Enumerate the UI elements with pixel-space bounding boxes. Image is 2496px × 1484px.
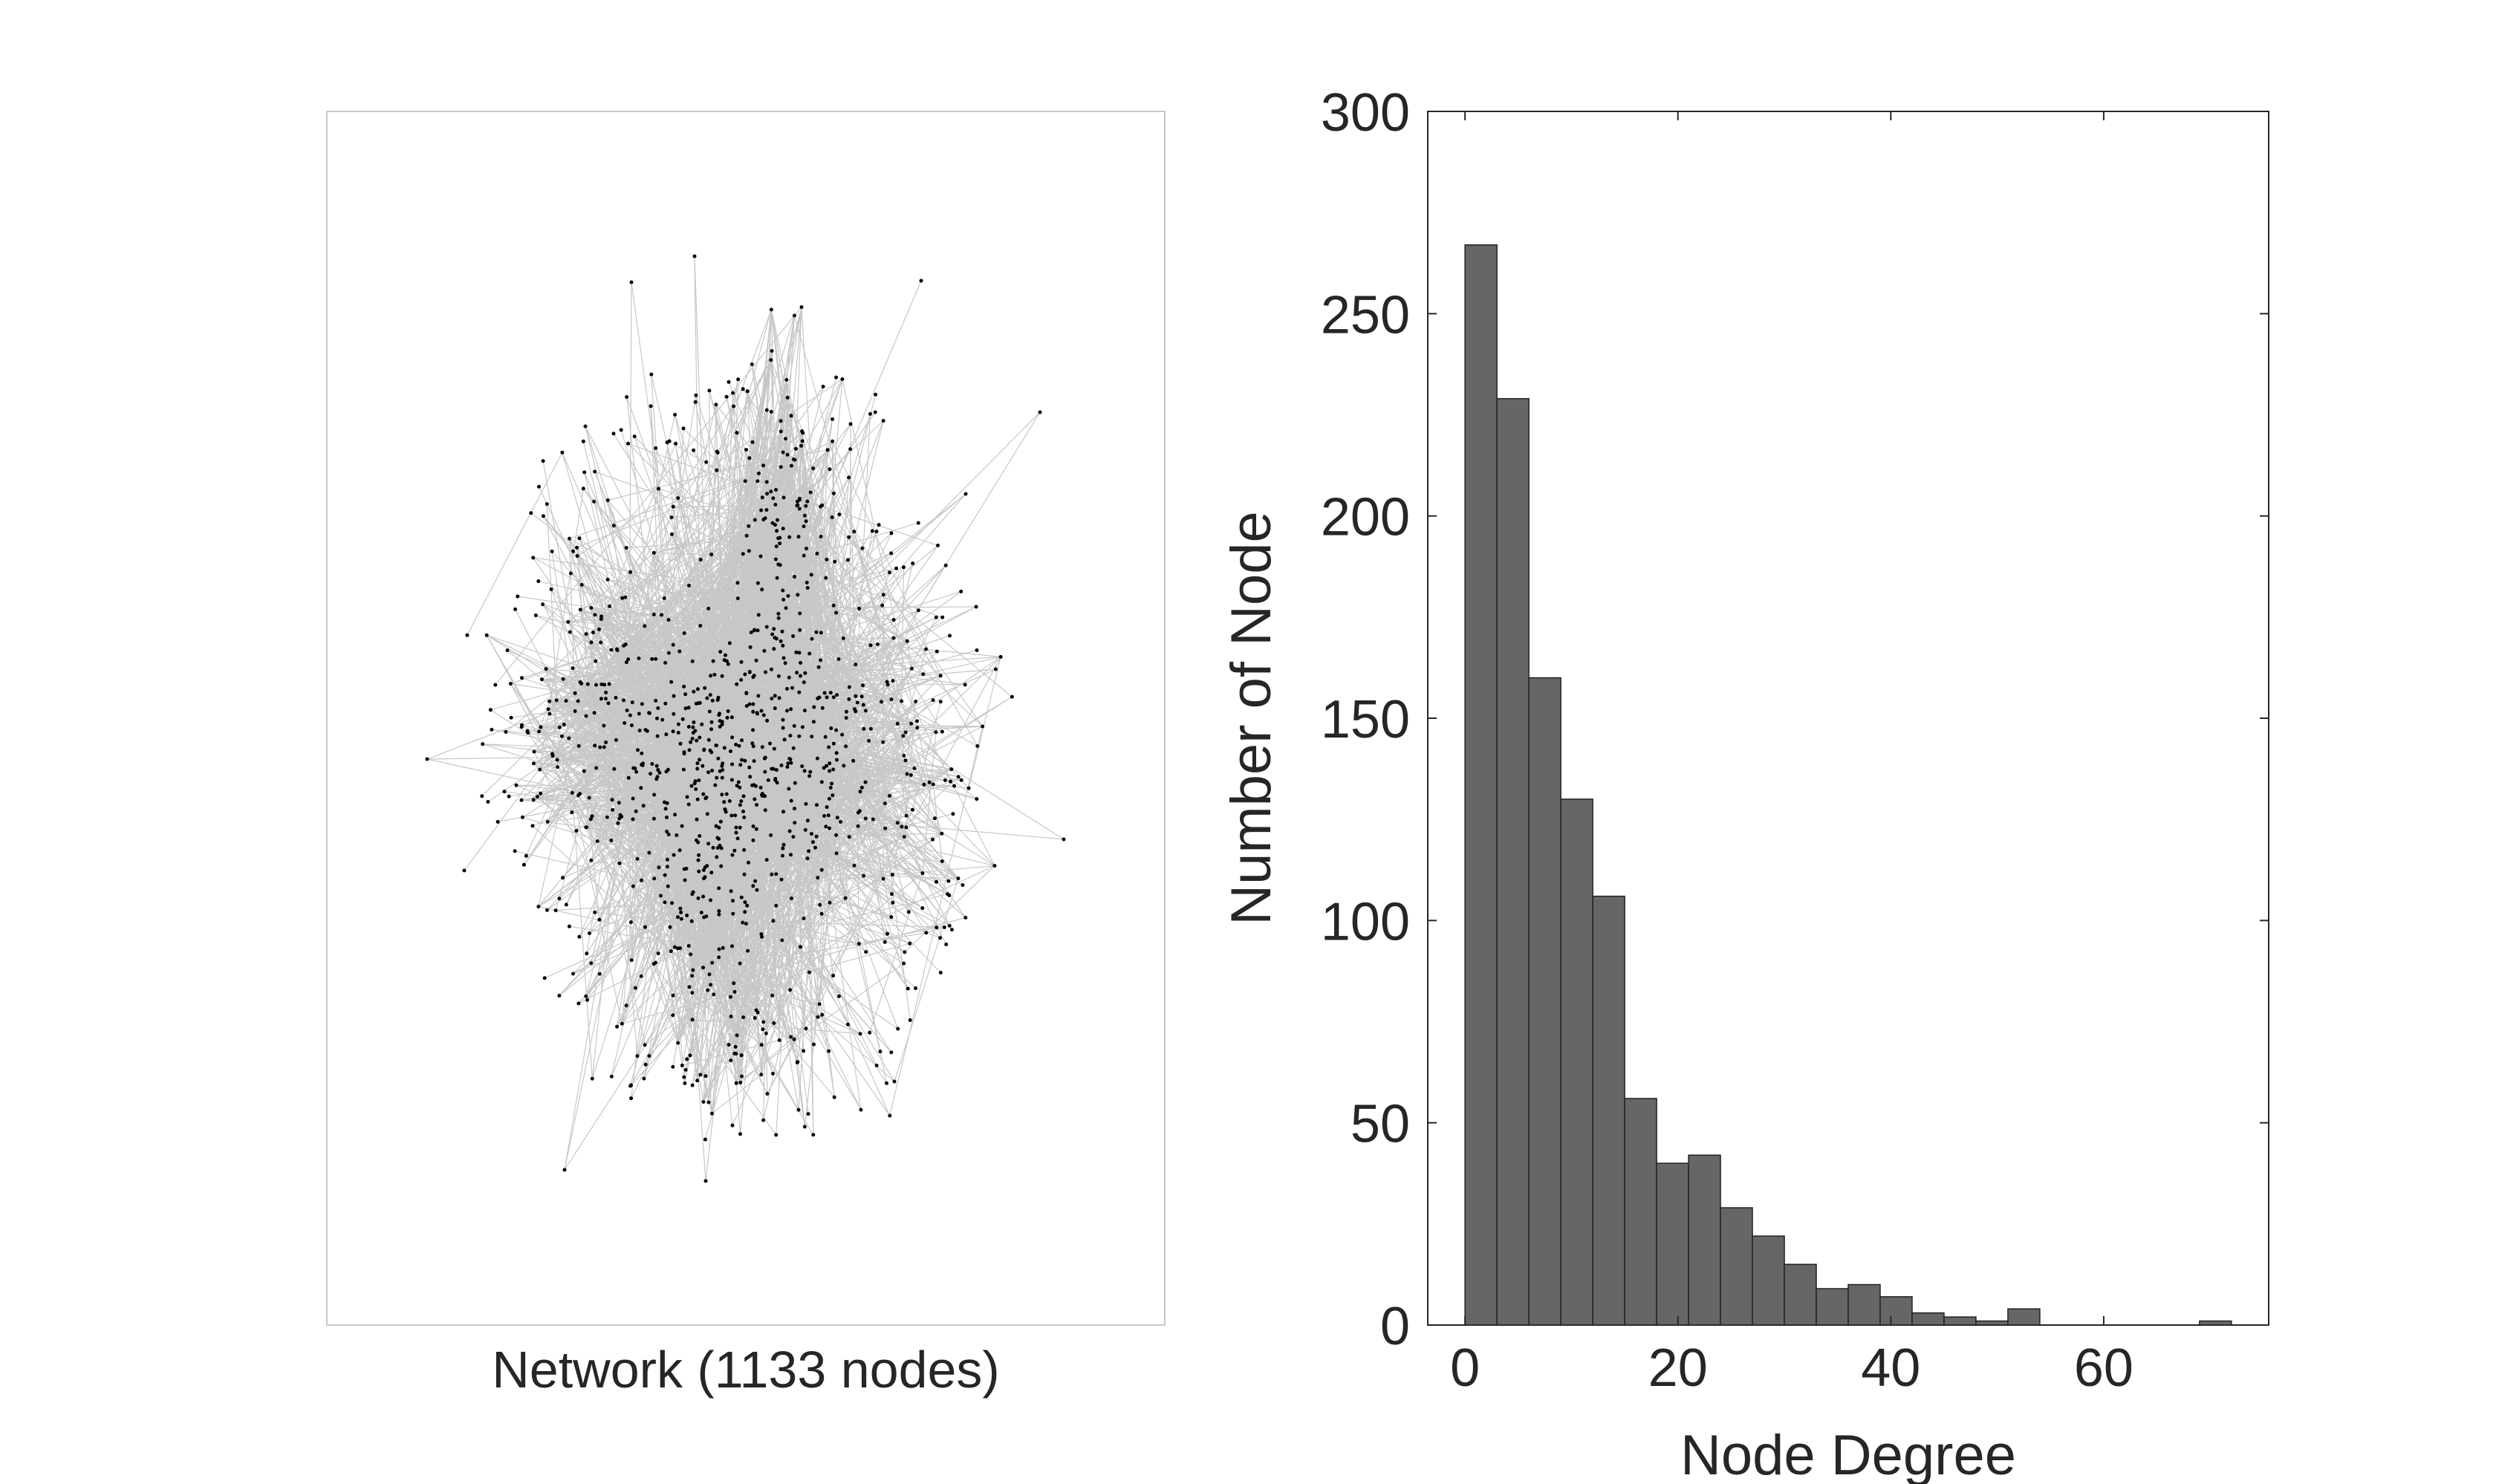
network-label: Network (1133 nodes) <box>492 1341 1000 1399</box>
x-axis-ticks: 0 20 40 60 <box>1450 111 2133 1398</box>
histogram-bar <box>1879 1296 1913 1326</box>
y-tick-label: 250 <box>1321 285 1410 345</box>
y-tick-label: 0 <box>1380 1297 1410 1356</box>
y-tick-label: 300 <box>1321 83 1410 143</box>
y-axis-title: Number of Node <box>1220 511 1283 925</box>
histogram-bar <box>1975 1320 2009 1326</box>
histogram-bar <box>2007 1308 2041 1326</box>
histogram-bar <box>1560 798 1593 1326</box>
x-tick-label: 60 <box>2074 1338 2133 1398</box>
histogram-bar <box>1464 244 1498 1326</box>
histogram-bar <box>1752 1235 1785 1326</box>
y-tick-label: 200 <box>1321 488 1410 547</box>
histogram-bar <box>1911 1312 1945 1326</box>
histogram-bar <box>1816 1288 1849 1326</box>
histogram-bar <box>1688 1154 1721 1326</box>
histogram-bar <box>1592 895 1625 1326</box>
histogram-bar <box>1784 1263 1817 1326</box>
histogram-panel: 0 50 100 150 200 250 300 0 20 40 60 Node Degree N… <box>1220 83 2269 1484</box>
histogram-bar <box>1528 677 1561 1326</box>
histogram-bar <box>1624 1098 1657 1326</box>
y-axis-ticks: 0 50 100 150 200 250 300 <box>1321 83 2269 1356</box>
histogram-bar <box>1720 1207 1753 1326</box>
x-axis-title: Node Degree <box>1680 1424 2016 1484</box>
histogram-bar <box>1656 1162 1689 1326</box>
histogram-bar <box>1943 1316 1977 1326</box>
y-tick-label: 150 <box>1321 690 1410 749</box>
x-tick-label: 20 <box>1648 1338 1708 1398</box>
y-tick-label: 50 <box>1351 1095 1410 1154</box>
y-tick-label: 100 <box>1321 892 1410 951</box>
x-tick-label: 40 <box>1861 1338 1920 1398</box>
network-node-set <box>425 254 1066 1183</box>
histogram-bar <box>2199 1320 2232 1326</box>
network-panel: Network (1133 nodes) <box>326 111 1166 1399</box>
x-tick-label: 0 <box>1450 1338 1480 1398</box>
histogram-bar <box>1847 1283 1881 1326</box>
histogram-bar <box>1496 397 1530 1326</box>
network-nodes <box>425 254 1066 1183</box>
network-frame <box>326 111 1166 1326</box>
histogram-bars <box>1464 244 2232 1326</box>
